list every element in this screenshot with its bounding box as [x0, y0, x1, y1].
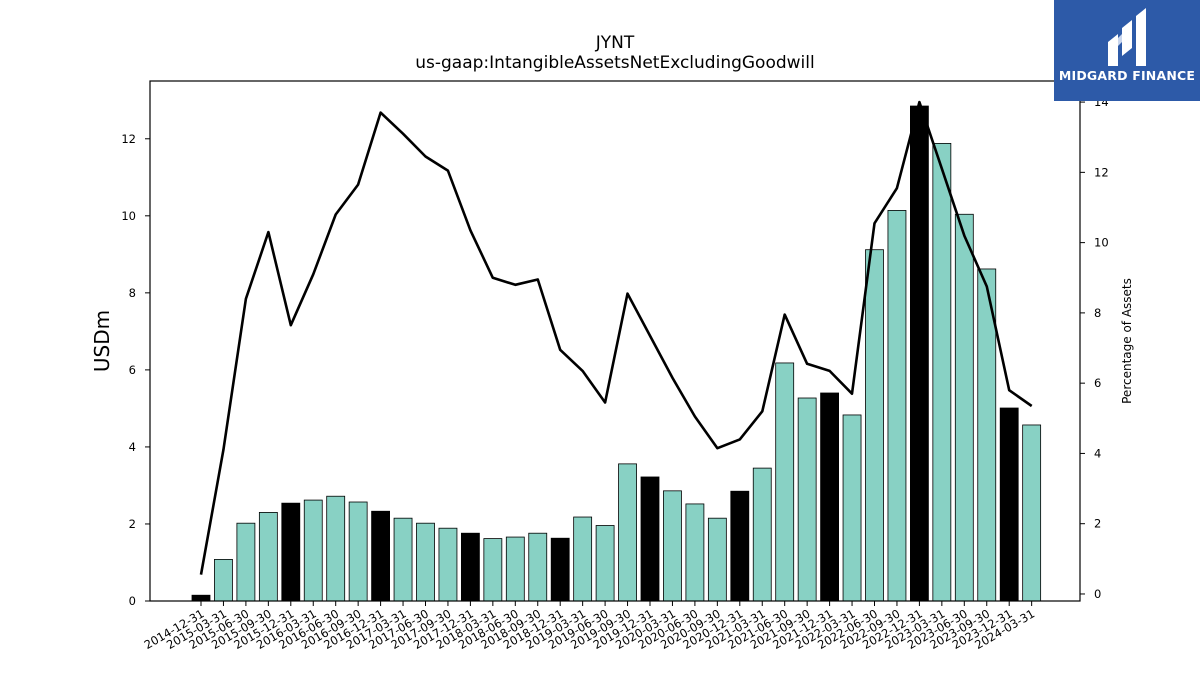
bar — [887, 210, 907, 602]
logo-text: MIDGARD FINANCE — [1058, 68, 1196, 83]
y-tick-label: 12 — [121, 132, 136, 146]
bar — [528, 532, 548, 602]
percentage-line — [199, 100, 1033, 575]
y-tick-label: 6 — [129, 363, 136, 377]
bar — [371, 510, 391, 602]
bar — [999, 407, 1019, 602]
chart-title: JYNT — [595, 33, 635, 53]
y-tick-label: 0 — [129, 594, 136, 608]
bar — [730, 490, 750, 602]
bar — [573, 516, 593, 602]
y2-tick-label: 6 — [1094, 376, 1101, 390]
bar — [505, 536, 525, 602]
bar — [303, 499, 323, 602]
y2-tick-label: 2 — [1094, 517, 1101, 531]
y2-tick-label: 12 — [1094, 165, 1109, 179]
bar — [797, 397, 817, 602]
bar — [707, 517, 727, 602]
y2-axis-label: Percentage of Assets — [1120, 278, 1134, 404]
y-axis-label: USDm — [90, 310, 114, 372]
y2-tick-label: 4 — [1094, 446, 1101, 460]
bar — [820, 392, 839, 602]
y-tick-label: 2 — [129, 517, 136, 531]
bar — [550, 537, 570, 602]
bar — [236, 522, 256, 602]
bar — [865, 249, 884, 602]
bar — [618, 463, 637, 602]
bar — [214, 559, 233, 602]
midgard-finance-logo: MIDGARD FINANCE — [1054, 0, 1200, 101]
chart-subtitle: us-gaap:IntangibleAssetsNetExcludingGood… — [415, 53, 814, 73]
y2-tick-label: 0 — [1094, 587, 1101, 601]
bar — [685, 503, 705, 602]
bar — [1022, 424, 1042, 602]
bar — [348, 501, 368, 602]
y-tick-label: 4 — [129, 440, 136, 454]
bar — [416, 522, 435, 602]
bar — [910, 105, 929, 602]
y2-tick-label: 10 — [1094, 236, 1109, 250]
bar — [954, 213, 974, 602]
bar — [438, 527, 458, 602]
bar — [483, 538, 503, 602]
plot-area: 024681012024681012142014-12-312015-03-31… — [121, 80, 1109, 652]
bar — [326, 495, 346, 602]
bar — [842, 414, 862, 602]
plot-frame — [149, 80, 1081, 602]
bar — [932, 142, 952, 602]
bar — [191, 594, 211, 602]
logo-mark-icon — [1108, 8, 1146, 66]
bar — [663, 490, 682, 602]
bar — [460, 532, 480, 602]
y2-tick-label: 8 — [1094, 306, 1101, 320]
bar — [595, 525, 615, 602]
bar — [752, 467, 772, 602]
bar — [775, 362, 795, 602]
y-tick-label: 8 — [129, 286, 136, 300]
bar — [281, 502, 301, 602]
y-tick-label: 10 — [121, 209, 136, 223]
bar — [393, 517, 413, 602]
bar — [640, 476, 660, 602]
bar — [258, 512, 278, 602]
